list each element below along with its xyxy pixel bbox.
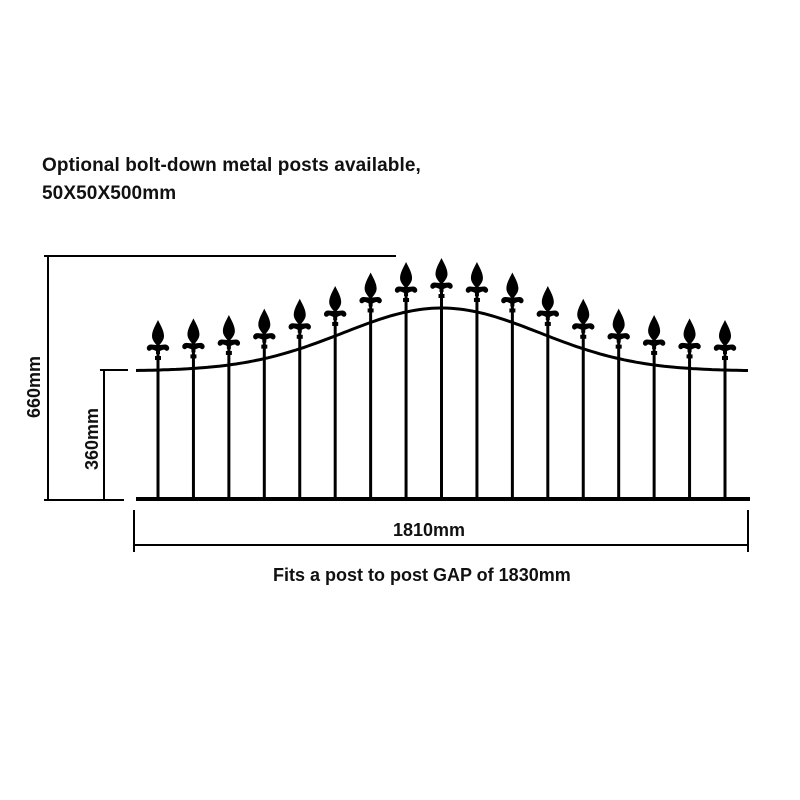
- finial-icon: [536, 285, 560, 320]
- finial-collar: [332, 321, 339, 326]
- finial-icon: [572, 298, 595, 333]
- finial-collar: [473, 297, 480, 302]
- finial-icon: [146, 320, 170, 355]
- finial-collar: [722, 356, 728, 361]
- finial-icon: [713, 320, 737, 355]
- finial-collar: [651, 350, 658, 355]
- width-label: 1810mm: [393, 520, 466, 540]
- finial-icon: [253, 308, 276, 343]
- finial-icon: [394, 261, 418, 296]
- finial-icon: [288, 298, 311, 333]
- finial-collar: [686, 354, 693, 359]
- finial-icon: [359, 272, 382, 307]
- finial-collar: [225, 350, 232, 355]
- finial-icon: [430, 258, 453, 292]
- header-text: Optional bolt-down metal posts available…: [42, 152, 421, 208]
- rail-height-label: 360mm: [82, 407, 102, 470]
- fence-panel: [135, 258, 750, 501]
- gap-note: Fits a post to post GAP of 1830mm: [273, 565, 571, 585]
- finial-collar: [544, 321, 551, 326]
- finial-collar: [261, 344, 268, 349]
- finial-icon: [182, 318, 205, 353]
- finial-collar: [296, 334, 303, 339]
- finial-icon: [323, 285, 347, 320]
- finial-collar: [403, 297, 410, 302]
- finial-collar: [190, 354, 197, 359]
- finial-collar: [438, 294, 445, 298]
- dimension-lines: [44, 255, 749, 552]
- finial-collar: [367, 308, 374, 313]
- header-line-1: Optional bolt-down metal posts available…: [42, 155, 421, 176]
- finial-collar: [615, 344, 622, 349]
- header-line-2: 50X50X500mm: [42, 183, 177, 204]
- total-height-label: 660mm: [24, 355, 44, 418]
- finial-icon: [642, 314, 666, 349]
- finial-icon: [465, 261, 489, 296]
- finial-collar: [155, 356, 161, 361]
- finial-icon: [217, 314, 241, 349]
- finial-collar: [509, 308, 516, 313]
- finial-icon: [678, 318, 701, 353]
- bars-group: [146, 258, 737, 499]
- finial-collar: [580, 334, 587, 339]
- finial-icon: [501, 272, 524, 307]
- finial-icon: [607, 308, 630, 343]
